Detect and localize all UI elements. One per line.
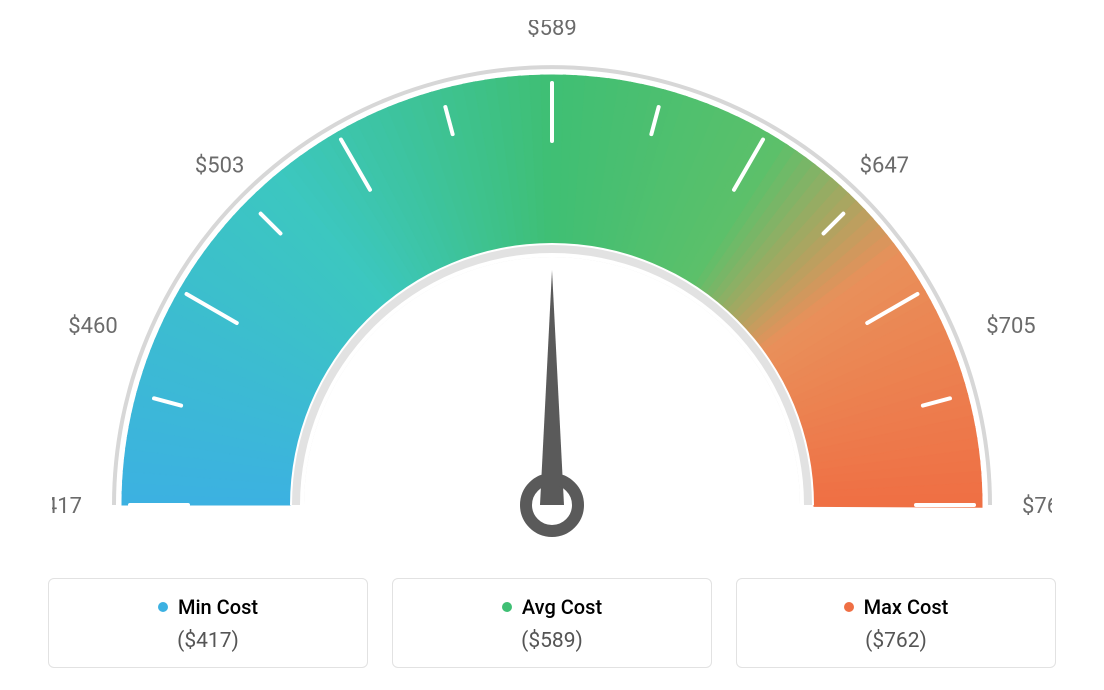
- legend-value-max: ($762): [747, 629, 1045, 653]
- svg-text:$460: $460: [68, 314, 117, 339]
- svg-text:$417: $417: [52, 494, 82, 519]
- svg-text:$647: $647: [860, 154, 909, 179]
- legend-card-max: Max Cost ($762): [736, 578, 1056, 668]
- legend-label-avg: Avg Cost: [522, 595, 602, 619]
- legend-dot-min: [158, 602, 168, 612]
- legend-label-min: Min Cost: [178, 595, 258, 619]
- legend-card-avg: Avg Cost ($589): [392, 578, 712, 668]
- legend-dot-avg: [502, 602, 512, 612]
- legend-dot-max: [844, 602, 854, 612]
- legend-value-min: ($417): [59, 629, 357, 653]
- svg-text:$503: $503: [195, 154, 244, 179]
- svg-text:$589: $589: [527, 20, 576, 41]
- legend-value-avg: ($589): [403, 629, 701, 653]
- legend-card-min: Min Cost ($417): [48, 578, 368, 668]
- legend-title-max: Max Cost: [844, 595, 949, 619]
- gauge-svg: $762 $647 $589 $503 $417 $460 $705: [52, 20, 1052, 560]
- svg-text:$705: $705: [986, 314, 1035, 339]
- gauge-chart: $762 $647 $589 $503 $417 $460 $705: [0, 0, 1104, 560]
- legend-row: Min Cost ($417) Avg Cost ($589) Max Cost…: [0, 578, 1104, 668]
- legend-label-max: Max Cost: [864, 595, 949, 619]
- legend-title-avg: Avg Cost: [502, 595, 602, 619]
- legend-title-min: Min Cost: [158, 595, 258, 619]
- svg-text:$762: $762: [1022, 494, 1052, 519]
